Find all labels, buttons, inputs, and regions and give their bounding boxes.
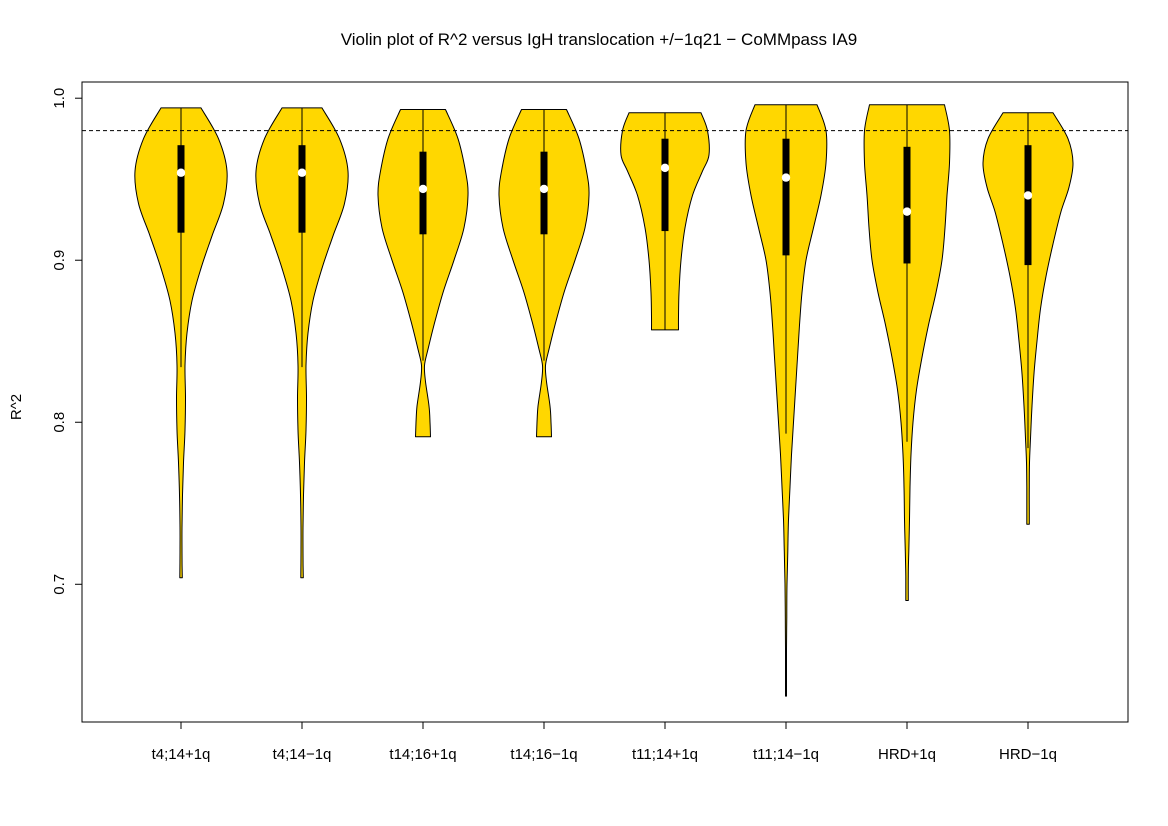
x-tick-label: t14;16−1q — [510, 746, 577, 763]
y-tick-label: 1.0 — [51, 88, 68, 109]
violin-6 — [863, 104, 951, 601]
violin-median-point — [176, 168, 186, 177]
x-tick-label: HRD−1q — [999, 746, 1057, 763]
y-tick-label: 0.8 — [51, 412, 68, 433]
violin-1 — [255, 107, 349, 579]
x-tick-label: HRD+1q — [878, 746, 936, 763]
violin-iqr-box — [661, 138, 669, 232]
violin-0 — [134, 107, 228, 579]
violin-4 — [620, 112, 710, 331]
violin-median-point — [660, 163, 670, 173]
x-tick-label: t4;14+1q — [152, 746, 211, 763]
y-axis-label: R^2 — [8, 394, 25, 420]
violin-median-point — [902, 207, 912, 216]
violin-5 — [744, 104, 828, 697]
violin-median-point — [539, 184, 549, 194]
x-tick-label: t11;14−1q — [753, 746, 819, 763]
violin-iqr-box — [903, 146, 911, 264]
violin-median-point — [781, 173, 791, 182]
x-tick-label: t4;14−1q — [273, 746, 332, 763]
y-axis: 0.7 0.8 0.9 1.0 — [51, 88, 83, 595]
violin-7 — [982, 112, 1074, 525]
y-tick-label: 0.7 — [51, 574, 68, 595]
x-axis: t4;14+1q t4;14−1q t14;16+1q t14;16−1q t11;14… — [152, 721, 1057, 763]
y-tick-label: 0.9 — [51, 250, 68, 271]
violin-iqr-box — [1024, 145, 1032, 266]
violin-2 — [377, 109, 469, 438]
chart-title: Violin plot of R^2 versus IgH translocat… — [341, 30, 858, 49]
violin-median-point — [1023, 191, 1033, 200]
x-tick-label: t14;16+1q — [389, 746, 456, 763]
violin-median-point — [418, 184, 428, 194]
plot-frame — [81, 81, 1129, 723]
violins-group — [134, 104, 1074, 697]
violin-iqr-box — [782, 138, 790, 256]
violin-3 — [498, 109, 590, 438]
violin-iqr-box — [177, 145, 185, 233]
violin-median-point — [297, 168, 307, 177]
x-tick-label: t11;14+1q — [632, 746, 698, 763]
violin-iqr-box — [298, 145, 306, 233]
